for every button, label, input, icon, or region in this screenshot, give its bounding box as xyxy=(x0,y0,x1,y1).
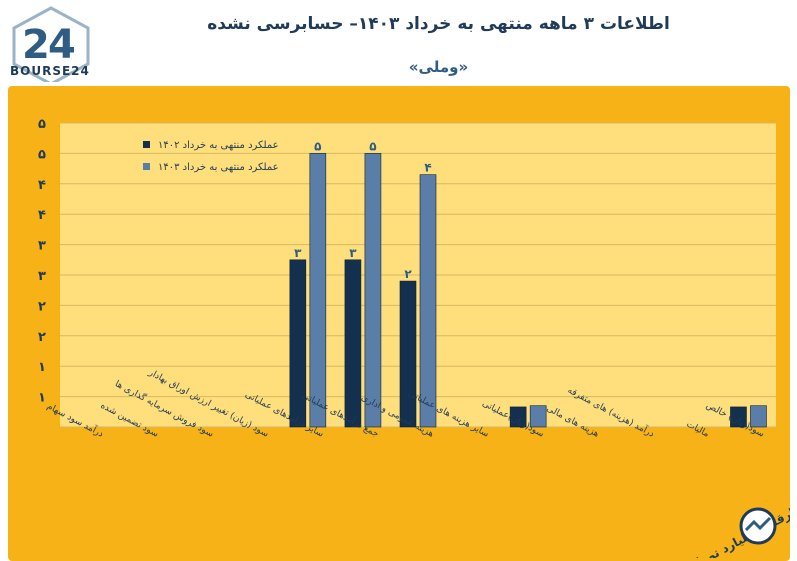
y-tick-label: ۵ xyxy=(38,117,46,132)
y-tick-label: ۵ xyxy=(38,147,46,162)
y-tick-label: ۴ xyxy=(38,208,46,223)
y-tick-label: ۴ xyxy=(38,178,46,193)
data-label: ۳ xyxy=(294,246,302,260)
bar-1402-6 xyxy=(399,280,417,428)
y-tick-label: ۱ xyxy=(38,360,46,375)
bar-1403-5 xyxy=(364,153,382,428)
data-labels: ۳ ۵ ۳ ۵ ۲ ۴ xyxy=(294,139,431,281)
data-label: ۵ xyxy=(369,139,376,153)
unit-badge: ارقام: میلیارد تومان xyxy=(680,498,790,558)
gridlines xyxy=(60,122,776,428)
logo-text: BOURSE24 xyxy=(10,64,90,78)
data-label: ۲ xyxy=(404,267,412,281)
data-label: ۴ xyxy=(424,161,431,175)
svg-text:2: 2 xyxy=(22,22,50,68)
svg-text:4: 4 xyxy=(48,22,76,68)
data-label: ۳ xyxy=(349,246,357,260)
bar-1402-4 xyxy=(289,259,307,428)
y-tick-label: ۱ xyxy=(38,391,46,406)
y-tick-label: ۲ xyxy=(38,299,46,314)
bourse24-logo: 2 4 xyxy=(12,6,90,82)
bar-1402-5 xyxy=(344,259,362,428)
legend: عملکرد منتهی به خرداد ۱۴۰۲ عملکرد منتهی … xyxy=(143,140,279,173)
bar-1403-8 xyxy=(529,405,547,428)
bar-1403-4 xyxy=(309,153,327,428)
legend-label-1402: عملکرد منتهی به خرداد ۱۴۰۲ xyxy=(158,140,279,151)
data-label: ۵ xyxy=(314,139,321,153)
y-tick-label: ۲ xyxy=(38,330,46,345)
bar-1403-12 xyxy=(750,405,767,428)
legend-swatch-1403 xyxy=(143,163,150,170)
bar-1403-6 xyxy=(419,174,437,428)
page-title: اطلاعات ۳ ماهه منتهی به خرداد ۱۴۰۳– حساب… xyxy=(207,14,670,34)
y-tick-label: ۳ xyxy=(38,239,46,254)
bar-1402-8 xyxy=(509,406,527,428)
page-subtitle: «وملی» xyxy=(408,58,469,76)
y-axis-ticks: ۱ ۱ ۲ ۲ ۳ ۳ ۴ ۴ ۵ ۵ xyxy=(38,117,46,406)
bar-1402-12 xyxy=(730,406,747,428)
legend-swatch-1402 xyxy=(143,141,150,148)
legend-label-1403: عملکرد منتهی به خرداد ۱۴۰۳ xyxy=(158,162,279,173)
y-tick-label: ۳ xyxy=(38,269,46,284)
bars xyxy=(289,153,767,428)
